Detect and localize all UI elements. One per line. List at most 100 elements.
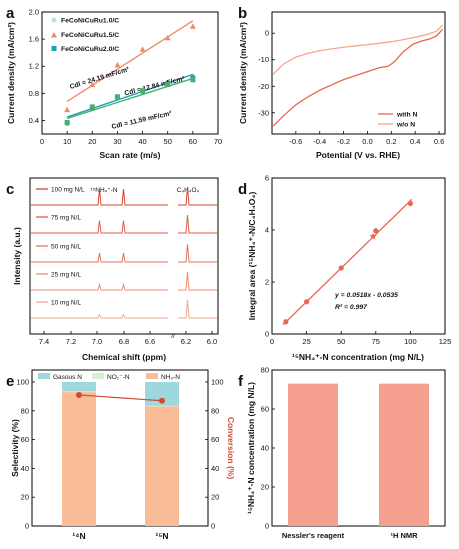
category-label: ¹⁴N bbox=[72, 531, 85, 541]
lsv-curve-1 bbox=[272, 28, 444, 127]
panel-d-ylabel: Integral area (¹⁵NH₄⁺-N/C₄H₄O₄) bbox=[247, 192, 257, 321]
y-tick-label: 0 bbox=[265, 522, 269, 531]
data-point bbox=[164, 34, 171, 41]
cdl-annotation-1: Cdl = 24.19 mF/cm² bbox=[69, 66, 131, 91]
panel-b-legend: with N w/o N bbox=[378, 112, 417, 129]
panel-d-frame bbox=[271, 177, 446, 335]
x-tick-label: -0.4 bbox=[313, 137, 326, 146]
series-label: 25 mg N/L bbox=[51, 272, 81, 279]
axis-break: // bbox=[171, 333, 175, 340]
y2-tick-label: 20 bbox=[211, 493, 219, 502]
category-label: Nessler's reagent bbox=[282, 531, 345, 540]
legend-label-1: FeCoNiCuRu1.0/C bbox=[61, 18, 119, 25]
panel-d: d ¹⁵NH₄⁺-N concentration (mg N/L) Integr… bbox=[238, 174, 451, 363]
data-point bbox=[338, 265, 344, 271]
fit-line-2 bbox=[66, 73, 194, 118]
series-label: 75 mg N/L bbox=[51, 215, 81, 222]
legend-marker-1 bbox=[51, 17, 57, 23]
x-tick-label: 6.6 bbox=[145, 337, 155, 346]
x-tick-label: 7.0 bbox=[92, 337, 102, 346]
data-point bbox=[373, 228, 379, 234]
bar-segment bbox=[62, 382, 96, 392]
series-label: 10 mg N/L bbox=[51, 300, 81, 307]
y2-tick-label: 40 bbox=[211, 464, 219, 473]
panel-e-frame bbox=[31, 369, 209, 527]
bar-segment bbox=[62, 391, 96, 393]
x-tick-label: 70 bbox=[214, 137, 222, 146]
cdl-annotation-2: Cdl = 12.84 mF/cm² bbox=[124, 75, 186, 97]
data-point bbox=[304, 299, 310, 305]
x-tick-label: -0.6 bbox=[289, 137, 302, 146]
x-tick-label: 60 bbox=[189, 137, 197, 146]
panel-label-b: b bbox=[238, 5, 247, 22]
y-tick-label: 80 bbox=[21, 406, 29, 415]
panel-f: f ¹⁵NH₄⁺-N concentration (mg N/L) 0 20 40 6… bbox=[238, 366, 446, 540]
y-tick-label: 0.4 bbox=[29, 116, 39, 125]
x-tick-label: 125 bbox=[439, 337, 452, 346]
fit-equation: y = 0.0518x - 0.0535 bbox=[334, 292, 398, 299]
x-tick-label: 0.4 bbox=[410, 137, 420, 146]
y-tick-label: 1.2 bbox=[29, 62, 39, 71]
legend-nh3 bbox=[146, 373, 158, 379]
data-point bbox=[64, 106, 71, 113]
x-tick-label: 100 bbox=[404, 337, 417, 346]
panel-b: b Potential (V vs. RHE) Current density … bbox=[238, 5, 446, 160]
x-tick-label: -0.2 bbox=[337, 137, 350, 146]
y-tick-label: 4 bbox=[265, 226, 269, 235]
fit-line-1 bbox=[66, 20, 194, 103]
y-tick-label: -20 bbox=[258, 82, 269, 91]
data-point bbox=[190, 77, 196, 83]
lsv-curve-2 bbox=[272, 24, 444, 75]
bar-segment bbox=[145, 406, 179, 526]
category-label: ¹⁵N bbox=[156, 531, 169, 541]
panel-label-e: e bbox=[6, 373, 14, 390]
legend-marker-3 bbox=[51, 46, 57, 51]
y2-tick-label: 100 bbox=[211, 378, 224, 387]
data-point bbox=[165, 82, 171, 88]
x-tick-label: 0 bbox=[270, 337, 274, 346]
panel-a-ylabel: Current density (mA/cm²) bbox=[6, 22, 16, 124]
legend-label-no2: NO₂⁻-N bbox=[107, 374, 130, 381]
x-tick-label: 50 bbox=[164, 137, 172, 146]
panel-b-frame bbox=[271, 11, 446, 135]
conversion-line bbox=[78, 394, 163, 402]
x-tick-label: 7.2 bbox=[66, 337, 76, 346]
x-tick-label: 6.8 bbox=[119, 337, 129, 346]
bar bbox=[379, 383, 429, 526]
legend-label-nh3: NH₃-N bbox=[161, 374, 180, 381]
x-tick-label: 40 bbox=[138, 137, 146, 146]
legend-label-gasous: Gasous N bbox=[53, 374, 82, 381]
panel-f-ylabel: ¹⁵NH₄⁺-N concentration (mg N/L) bbox=[246, 382, 256, 514]
y-tick-label: 6 bbox=[265, 174, 269, 183]
y-tick-label: 60 bbox=[21, 435, 29, 444]
peak-label-nh4: ¹⁵NH₄⁺-N bbox=[90, 187, 117, 194]
data-point bbox=[283, 319, 289, 325]
nmr-spectrum-1 bbox=[31, 186, 217, 206]
x-tick-label: 10 bbox=[63, 137, 71, 146]
legend-label-3: FeCoNiCuRu2.0/C bbox=[61, 46, 119, 53]
y2-tick-label: 0 bbox=[211, 522, 215, 531]
x-tick-label: 7.4 bbox=[39, 337, 49, 346]
legend-label-wo-n: w/o N bbox=[396, 122, 415, 129]
x-tick-label: 6.2 bbox=[181, 337, 191, 346]
fit-line-3 bbox=[66, 77, 194, 120]
y-tick-label: 1.6 bbox=[29, 35, 39, 44]
panel-b-xlabel: Potential (V vs. RHE) bbox=[316, 150, 400, 160]
panel-label-d: d bbox=[238, 181, 247, 198]
x-tick-label: 20 bbox=[88, 137, 96, 146]
legend-gasous bbox=[38, 373, 50, 379]
panel-e-y2label: Conversion (%) bbox=[226, 417, 236, 480]
panel-c-xlabel: Chemical shift (ppm) bbox=[82, 352, 166, 362]
data-point bbox=[64, 119, 70, 125]
bar-segment bbox=[62, 392, 96, 526]
y2-tick-label: 60 bbox=[211, 435, 219, 444]
y-tick-label: 100 bbox=[16, 378, 29, 387]
y-tick-label: 80 bbox=[261, 366, 269, 375]
fit-r2: R² = 0.997 bbox=[335, 304, 368, 311]
data-point bbox=[189, 23, 196, 29]
x-tick-label: 30 bbox=[113, 137, 121, 146]
panel-c: c Chemical shift (ppm) Intensity (a.u.) … bbox=[6, 177, 219, 362]
bar bbox=[288, 383, 338, 526]
y-tick-label: 0 bbox=[265, 29, 269, 38]
